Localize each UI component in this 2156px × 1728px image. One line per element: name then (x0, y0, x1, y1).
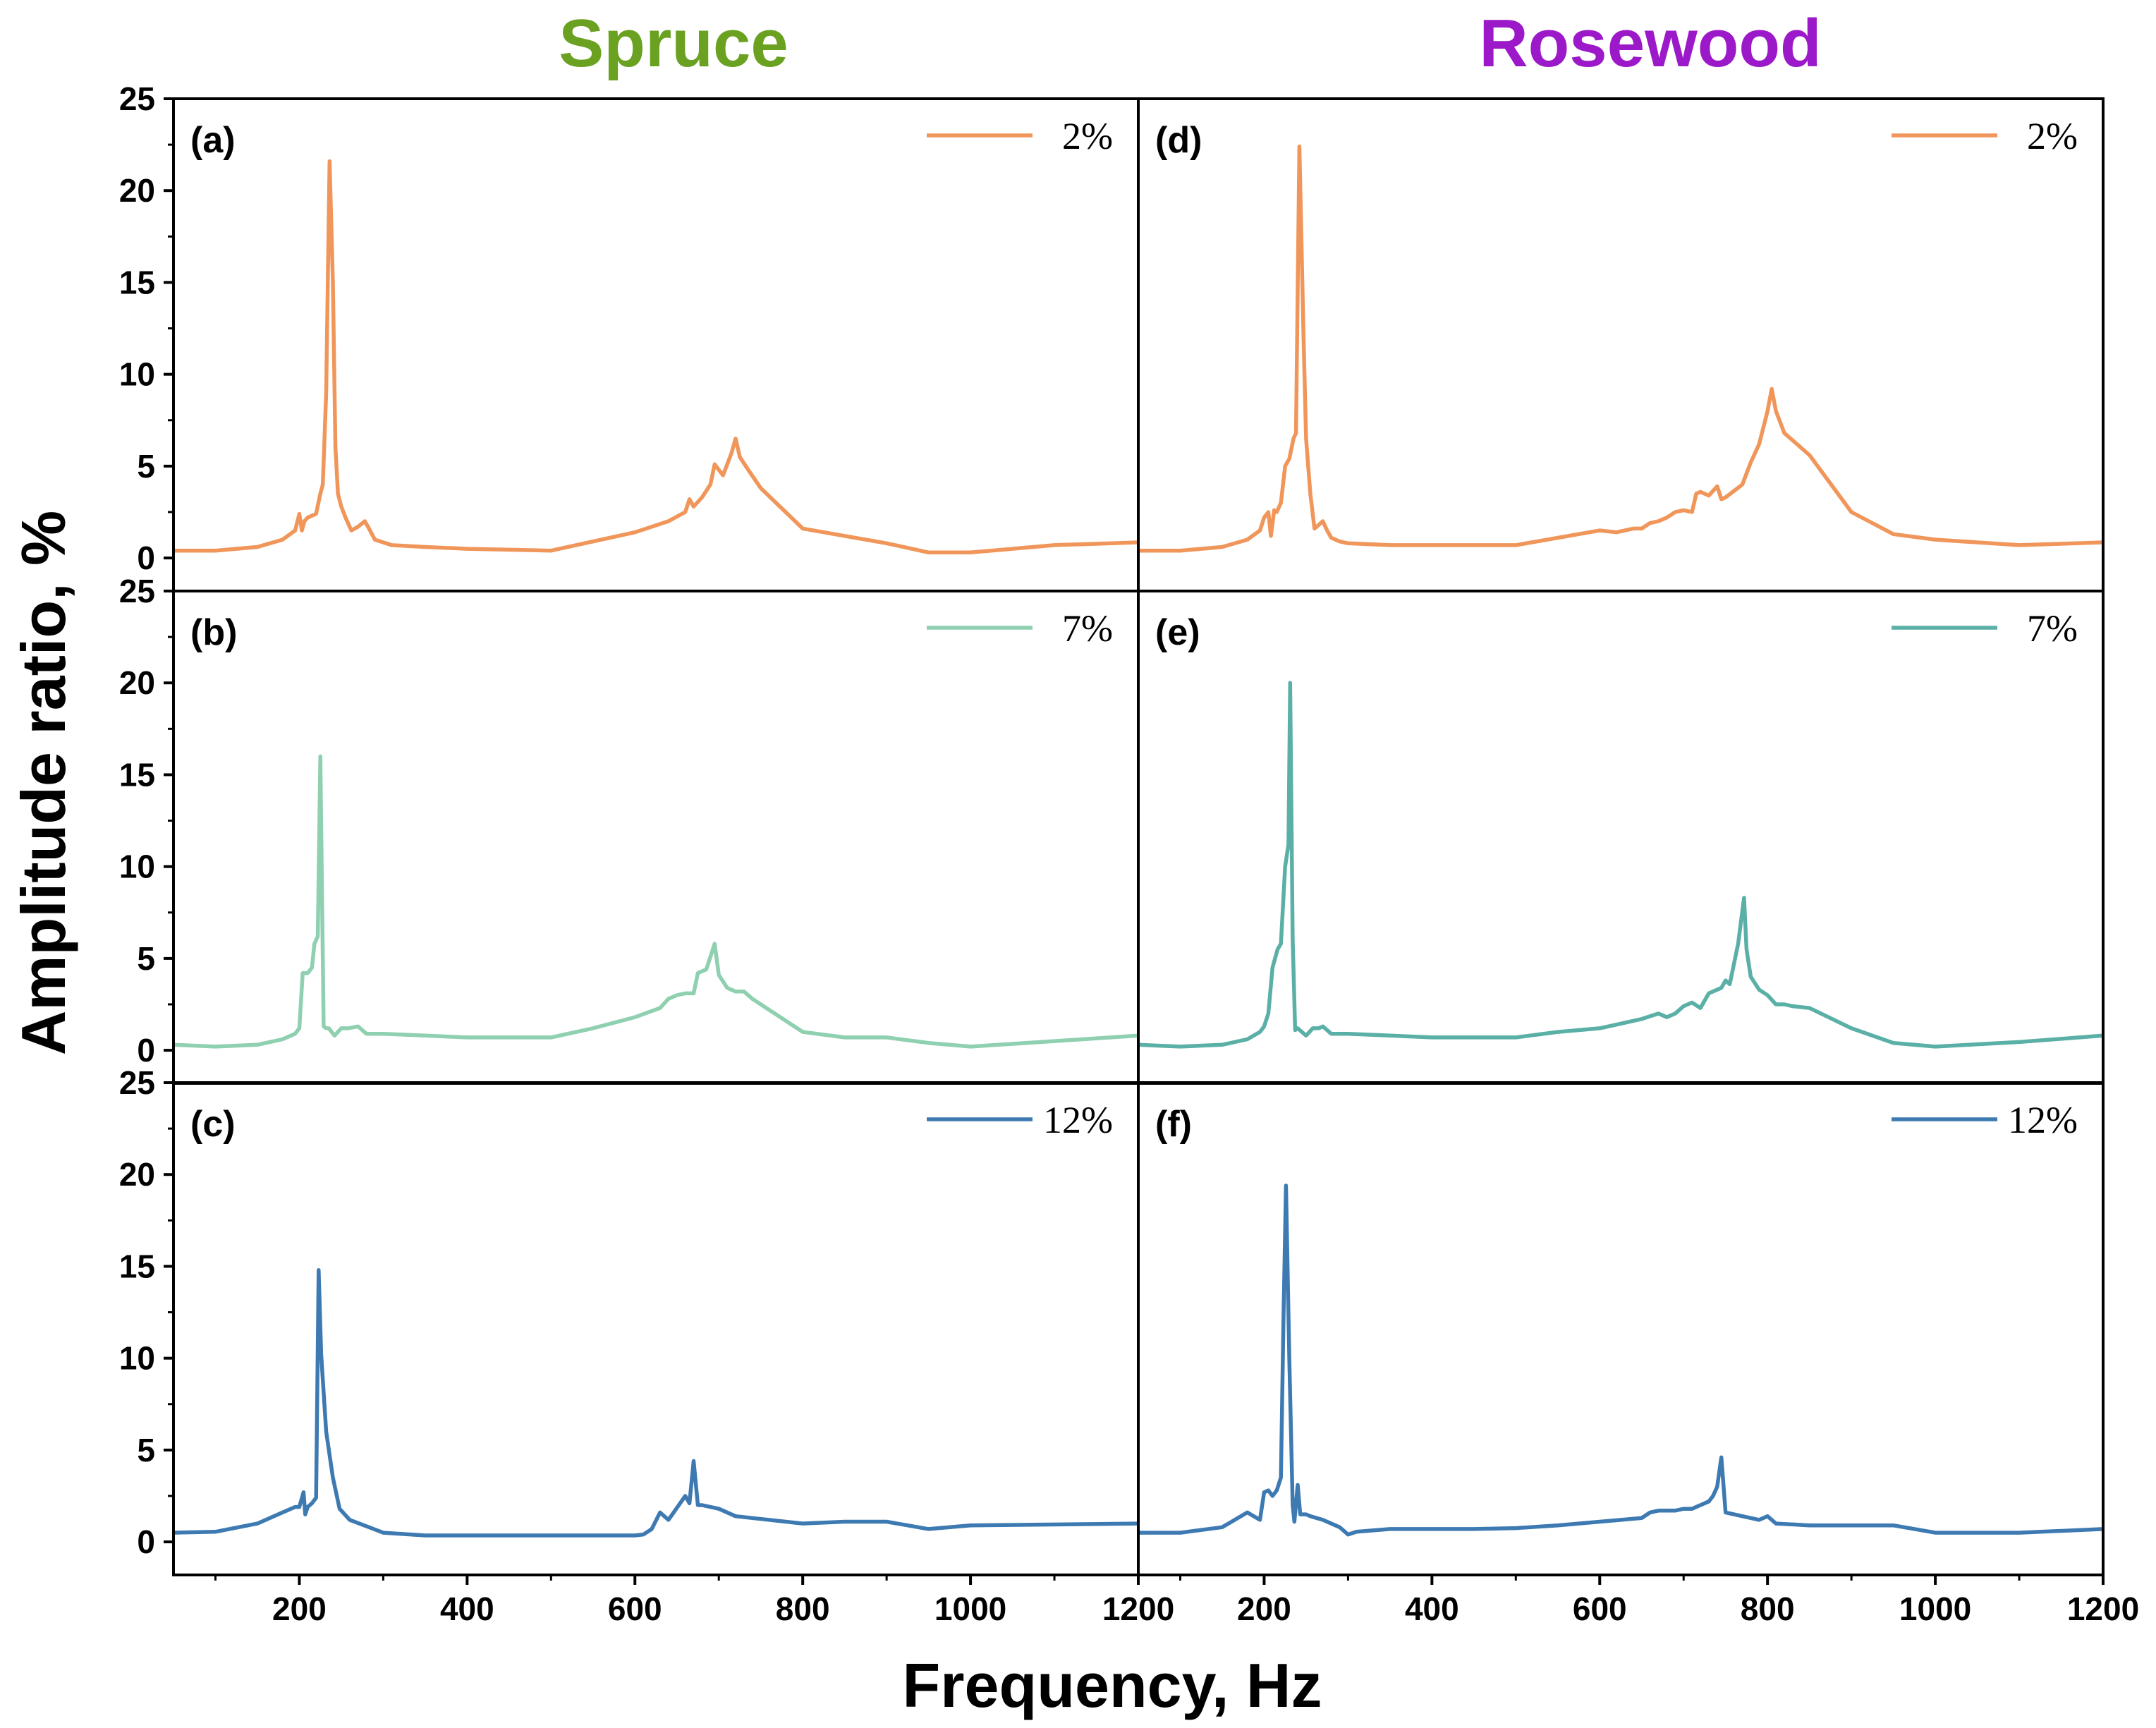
legend-label: 7% (2027, 607, 2078, 650)
series-line-7pct (173, 754, 1139, 1049)
x-tick-label: 200 (272, 1590, 327, 1627)
legend-label: 12% (1043, 1099, 1113, 1141)
plot-area: (a) 2% 0 5 10 15 20 25 (b) 7% 0 5 10 15 20 25 (c) 12% 0 5 10… (119, 80, 2139, 1627)
panel-c: (c) 12% 0 5 10 15 20 25 200 400 600 800 1000 1200 (119, 1064, 1174, 1627)
panel-frame (1137, 590, 2105, 1085)
legend-label: 7% (1062, 607, 1113, 650)
y-tick-label: 15 (119, 1248, 155, 1284)
panel-a: (a) 2% 0 5 10 15 20 25 (119, 80, 1140, 592)
x-tick-label: 1200 (2067, 1590, 2139, 1627)
y-tick-label: 20 (119, 1156, 155, 1193)
x-tick-label: 800 (776, 1590, 830, 1627)
panel-frame (172, 97, 1140, 592)
panel-label: (f) (1155, 1104, 1192, 1145)
x-tick-label: 400 (1405, 1590, 1459, 1627)
series-line-2pct (1138, 144, 2104, 553)
y-tick-label: 15 (119, 756, 155, 793)
legend-label: 2% (1062, 115, 1113, 157)
y-tick-label: 10 (119, 848, 155, 885)
y-tick-label: 15 (119, 264, 155, 300)
x-tick-label: 600 (1573, 1590, 1627, 1627)
y-tick-label: 5 (137, 1432, 155, 1468)
legend-label: 12% (2008, 1099, 2078, 1141)
series-line-12pct (1138, 1184, 2104, 1537)
series-line-2pct (173, 159, 1139, 555)
x-tick-label: 600 (608, 1590, 662, 1627)
panel-label: (c) (190, 1104, 236, 1145)
y-tick-label: 25 (119, 80, 155, 117)
x-tick-label: 800 (1741, 1590, 1795, 1627)
x-axis-title: Frequency, Hz (903, 1650, 1322, 1720)
x-tick-label: 1200 (1102, 1590, 1174, 1627)
y-tick-label: 0 (137, 540, 155, 576)
x-tick-label: 400 (440, 1590, 494, 1627)
x-tick-label: 1000 (934, 1590, 1006, 1627)
panel-e: (e) 7% (1137, 590, 2105, 1085)
series-line-7pct (1138, 681, 2104, 1049)
panel-label: (b) (190, 612, 237, 653)
panel-label: (a) (190, 120, 236, 161)
column-title-rosewood: Rosewood (1479, 6, 1821, 81)
series-line-12pct (173, 1267, 1139, 1538)
panel-b: (b) 7% 0 5 10 15 20 25 (119, 573, 1140, 1085)
y-tick-label: 20 (119, 172, 155, 209)
y-tick-label: 20 (119, 664, 155, 701)
legend-label: 2% (2027, 115, 2078, 157)
y-tick-label: 0 (137, 1032, 155, 1069)
panel-f: (f) 12% 200 400 600 800 1000 1200 (1137, 1081, 2139, 1627)
x-tick-label: 1000 (1899, 1590, 1971, 1627)
panel-label: (e) (1155, 612, 1200, 653)
y-tick-label: 10 (119, 1340, 155, 1377)
panel-label: (d) (1155, 120, 1202, 161)
y-tick-label: 5 (137, 448, 155, 485)
y-tick-label: 0 (137, 1523, 155, 1560)
y-tick-label: 10 (119, 356, 155, 393)
panel-frame (1137, 97, 2105, 592)
x-tick-label: 200 (1237, 1590, 1291, 1627)
y-tick-label: 25 (119, 573, 155, 609)
y-axis-title: Amplitude ratio, % (8, 511, 78, 1056)
panel-frame (1137, 1081, 2105, 1576)
column-title-spruce: Spruce (559, 6, 788, 81)
panel-d: (d) 2% (1137, 97, 2105, 592)
y-tick-label: 5 (137, 940, 155, 977)
y-tick-label: 25 (119, 1064, 155, 1101)
